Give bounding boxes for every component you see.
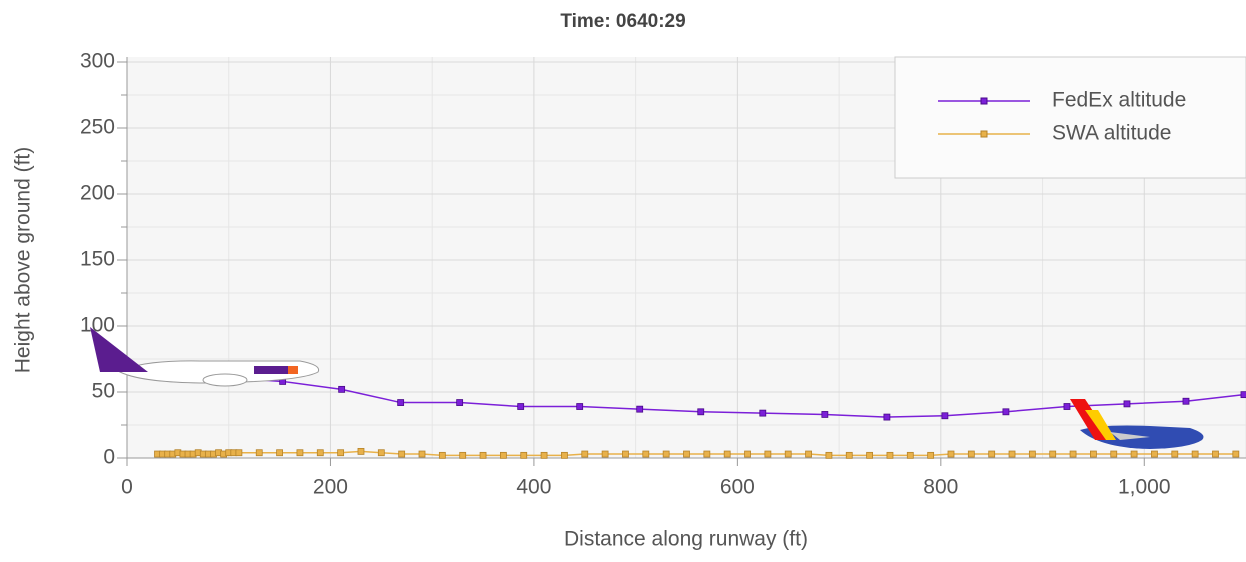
point-marker [1070,451,1076,457]
point-marker [822,411,828,417]
point-marker [602,451,608,457]
point-marker [358,448,364,454]
point-marker [928,452,934,458]
point-marker [806,451,812,457]
point-marker [561,452,567,458]
point-marker [1124,401,1130,407]
point-marker [1172,451,1178,457]
point-marker [622,451,628,457]
x-tick-label: 800 [923,476,958,499]
point-marker [1111,451,1117,457]
point-marker [698,409,704,415]
x-tick-label: 1,000 [1118,476,1171,499]
point-marker [968,451,974,457]
point-marker [684,451,690,457]
point-marker [1212,451,1218,457]
y-tick-label: 300 [80,50,115,73]
point-marker [457,400,463,406]
legend-marker [981,98,987,104]
point-marker [1233,451,1239,457]
point-marker [887,452,893,458]
point-marker [419,451,425,457]
point-marker [398,400,404,406]
point-marker [582,451,588,457]
point-marker [884,414,890,420]
point-marker [439,452,445,458]
point-marker [760,410,766,416]
point-marker [724,451,730,457]
point-marker [1183,398,1189,404]
point-marker [1241,392,1246,398]
point-marker [826,452,832,458]
y-tick-label: 150 [80,248,115,271]
legend-marker [981,131,987,137]
point-marker [942,413,948,419]
y-tick-label: 100 [80,314,115,337]
point-marker [338,450,344,456]
point-marker [521,452,527,458]
point-marker [1131,451,1137,457]
point-marker [785,451,791,457]
legend: FedEx altitude SWA altitude [895,57,1246,178]
point-marker [1090,451,1096,457]
point-marker [399,451,405,457]
legend-label: SWA altitude [1052,122,1171,145]
point-marker [1151,451,1157,457]
point-marker [256,450,262,456]
point-marker [1009,451,1015,457]
point-marker [643,451,649,457]
point-marker [907,452,913,458]
point-marker [236,450,242,456]
point-marker [1050,451,1056,457]
legend-box [895,57,1246,178]
y-tick-label: 0 [103,446,115,469]
point-marker [460,452,466,458]
point-marker [317,450,323,456]
point-marker [745,451,751,457]
point-marker [378,450,384,456]
point-marker [663,451,669,457]
y-tick-label: 250 [80,116,115,139]
point-marker [339,386,345,392]
point-marker [704,451,710,457]
point-marker [867,452,873,458]
x-tick-label: 600 [720,476,755,499]
point-marker [948,451,954,457]
point-marker [518,404,524,410]
x-tick-label: 400 [516,476,551,499]
x-axis-label: Distance along runway (ft) [564,528,808,551]
y-tick-label: 50 [92,380,115,403]
point-marker [480,452,486,458]
point-marker [277,450,283,456]
point-marker [500,452,506,458]
point-marker [1029,451,1035,457]
x-tick-label: 200 [313,476,348,499]
y-tick-label: 200 [80,182,115,205]
point-marker [541,452,547,458]
point-marker [846,452,852,458]
point-marker [1003,409,1009,415]
point-marker [989,451,995,457]
point-marker [297,450,303,456]
legend-label: FedEx altitude [1052,89,1186,112]
chart-title: Time: 0640:29 [560,11,685,32]
point-marker [1192,451,1198,457]
x-tick-label: 0 [121,476,133,499]
y-axis-label: Height above ground (ft) [12,147,35,373]
point-marker [637,406,643,412]
point-marker [577,404,583,410]
point-marker [765,451,771,457]
point-marker [1064,404,1070,410]
chart: Time: 0640:29 Height above ground (ft) D… [0,0,1246,557]
